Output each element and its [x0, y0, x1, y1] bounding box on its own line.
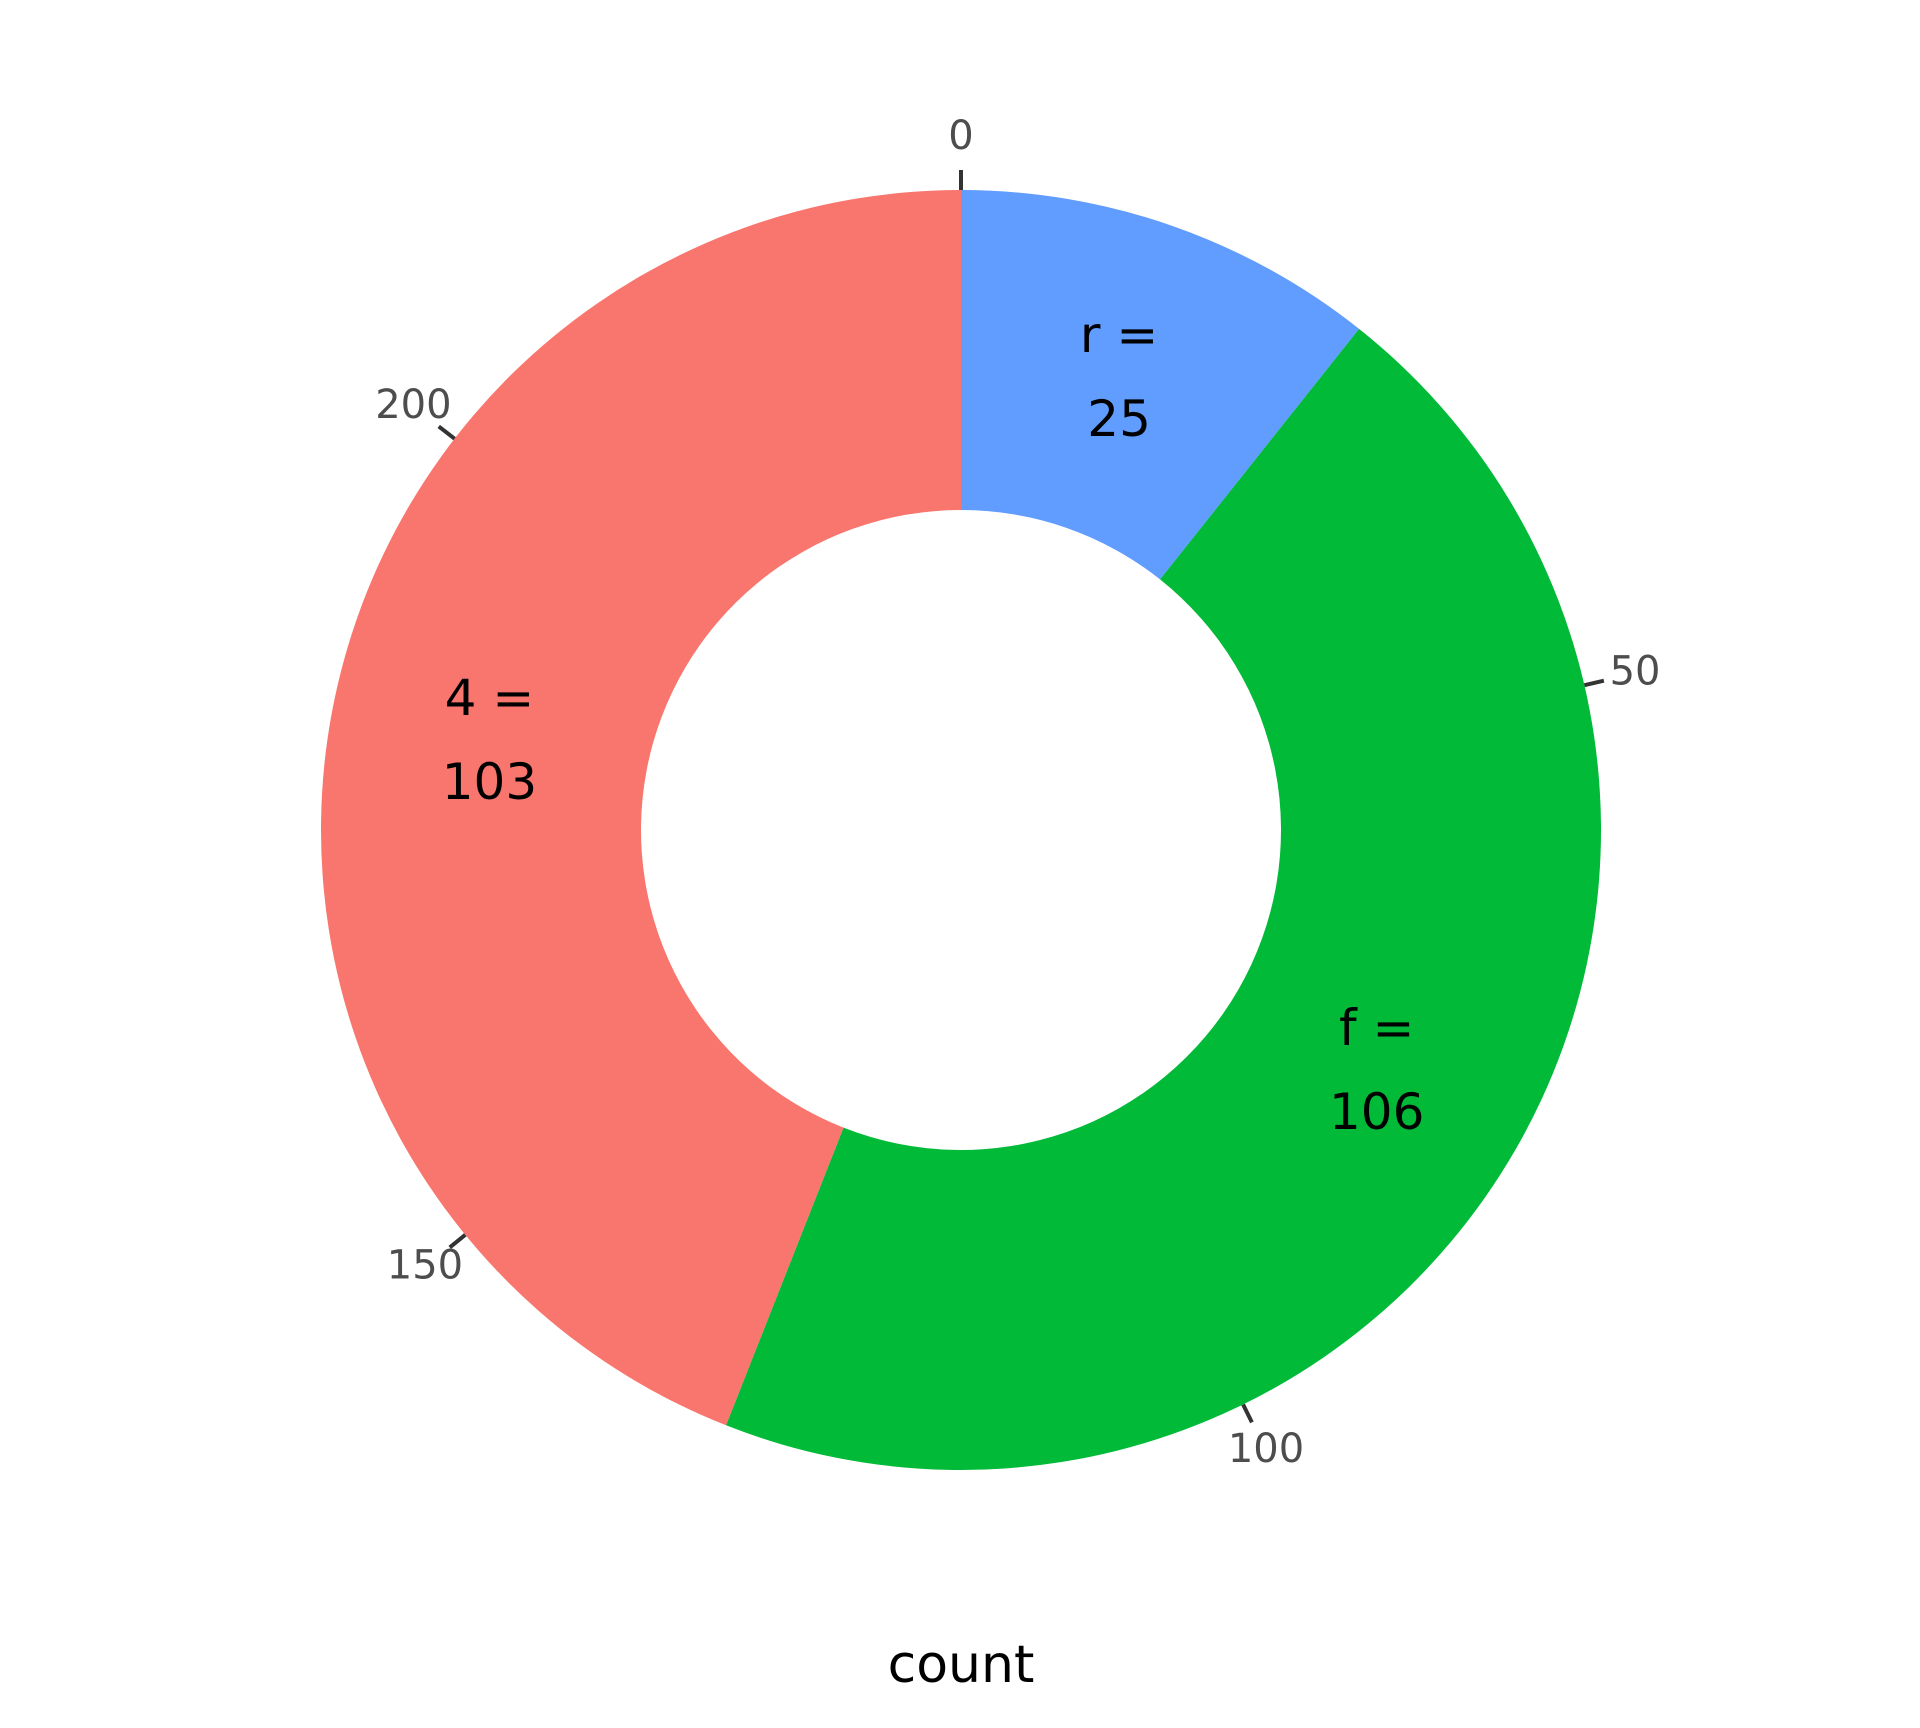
tick-mark [1241, 1403, 1254, 1424]
x-axis-label: count [888, 1635, 1035, 1695]
value-label: f = 106 [1328, 999, 1425, 1141]
tick-mark [448, 1233, 467, 1249]
slice [726, 328, 1602, 1471]
tick-label: 0 [948, 113, 973, 159]
value-label: r = 25 [1079, 305, 1159, 448]
slice [320, 190, 962, 1426]
tick-label: 100 [1228, 1426, 1304, 1472]
slice [961, 190, 1360, 580]
tick-label: 50 [1610, 648, 1661, 694]
tick-label: 150 [387, 1243, 463, 1289]
tick-label: 200 [375, 382, 451, 428]
tick-mark [437, 424, 456, 441]
value-label: 4 = 103 [441, 669, 538, 812]
tick-mark [1583, 678, 1605, 688]
